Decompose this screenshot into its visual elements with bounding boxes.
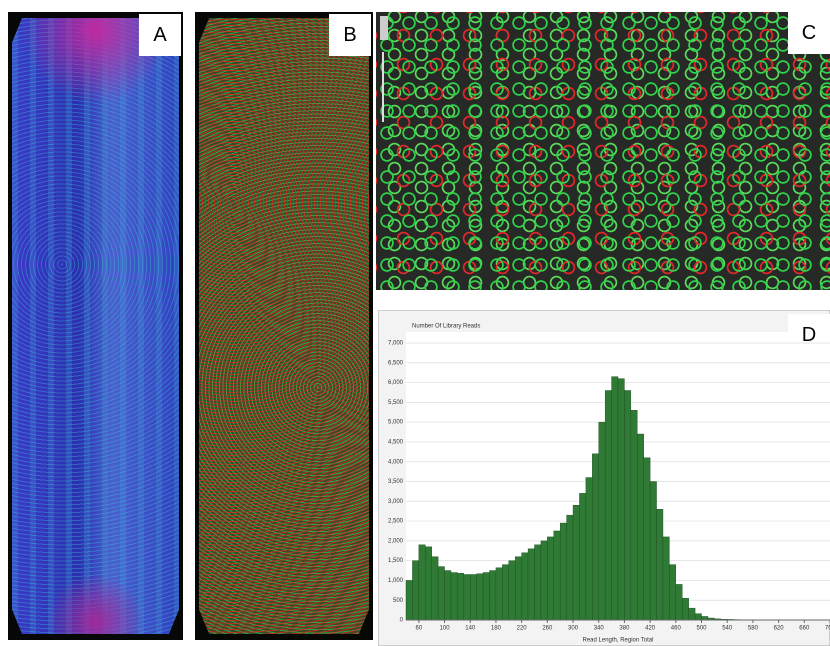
x-tick-label: 140 [465, 626, 476, 632]
bar [521, 552, 529, 621]
bar [579, 493, 587, 621]
bar [624, 390, 632, 621]
bar [643, 457, 651, 621]
y-tick-label: 500 [393, 598, 404, 604]
x-tick-label: 60 [416, 626, 423, 632]
x-tick-label: 380 [619, 626, 630, 632]
bar [604, 390, 612, 621]
bar [649, 481, 657, 621]
x-tick-label: 340 [594, 626, 605, 632]
bar [437, 566, 445, 621]
y-tick-label: 4,500 [388, 440, 404, 446]
bar [418, 544, 426, 621]
y-tick-label: 3,000 [388, 499, 404, 505]
bar [617, 378, 625, 621]
x-tick-label: 100 [440, 626, 451, 632]
bar [450, 572, 458, 621]
bar [470, 574, 477, 621]
x-tick-label: 700 [825, 626, 830, 632]
chart-title: Number Of Library Reads [412, 324, 480, 330]
x-tick-label: 260 [542, 626, 553, 632]
bar [457, 573, 465, 621]
y-tick-label: 6,500 [388, 360, 404, 366]
bar [540, 540, 548, 621]
bar [405, 580, 413, 621]
bar [585, 477, 593, 621]
bar [694, 613, 702, 621]
bar [412, 560, 420, 621]
bar [482, 572, 490, 621]
y-tick-label: 0 [400, 618, 404, 624]
bar [489, 570, 497, 621]
bar [630, 410, 638, 621]
y-tick-label: 5,000 [388, 420, 404, 426]
y-tick-label: 1,000 [388, 578, 404, 584]
zoom-control [380, 16, 388, 40]
x-tick-label: 300 [568, 626, 579, 632]
x-axis-label: Read Length, Region Total [583, 638, 654, 644]
bar [566, 514, 574, 621]
bar [592, 453, 599, 621]
bar [463, 574, 471, 621]
x-tick-label: 500 [697, 626, 708, 632]
panel-label: B [329, 14, 371, 56]
y-tick-label: 7,000 [388, 341, 404, 347]
bar [675, 584, 683, 621]
bar [515, 556, 522, 621]
y-tick-label: 3,500 [388, 479, 404, 485]
bar [502, 564, 509, 621]
bead-image-c: C [376, 12, 830, 290]
bar [688, 607, 696, 621]
bar [476, 573, 484, 621]
panel-label: C [788, 12, 830, 54]
bar [656, 508, 664, 621]
bar [637, 433, 644, 621]
x-tick-label: 620 [774, 626, 785, 632]
bar [553, 530, 561, 621]
chip-image-b: B [195, 12, 373, 640]
bar [559, 522, 567, 621]
bar [508, 560, 516, 621]
bar [431, 556, 439, 621]
x-tick-label: 580 [748, 626, 759, 632]
bar [682, 598, 689, 621]
y-tick-label: 2,500 [388, 519, 404, 525]
x-tick-label: 180 [491, 626, 502, 632]
bar [425, 546, 432, 621]
y-tick-label: 2,000 [388, 538, 404, 544]
bar [701, 616, 709, 621]
x-tick-label: 420 [645, 626, 656, 632]
y-tick-label: 4,000 [388, 459, 404, 465]
y-tick-label: 5,500 [388, 400, 404, 406]
bar [444, 570, 452, 621]
y-tick-label: 1,500 [388, 558, 404, 564]
bar [611, 376, 619, 621]
bar [534, 544, 542, 621]
scale-bar [382, 52, 384, 122]
histogram-chart: Number Of Library Reads Read Length, Reg… [378, 310, 830, 646]
bar [547, 536, 554, 621]
x-tick-label: 460 [671, 626, 682, 632]
bar [598, 421, 606, 621]
bar [572, 505, 580, 621]
panel-label: A [139, 14, 181, 56]
bar [662, 536, 670, 621]
chip-image-a: A [8, 12, 183, 640]
bar [495, 567, 503, 621]
x-tick-label: 540 [722, 626, 733, 632]
bar [527, 548, 535, 621]
x-tick-label: 660 [799, 626, 810, 632]
y-tick-label: 6,000 [388, 380, 404, 386]
bar [669, 564, 677, 621]
x-tick-label: 220 [517, 626, 528, 632]
panel-label: D [788, 314, 830, 356]
